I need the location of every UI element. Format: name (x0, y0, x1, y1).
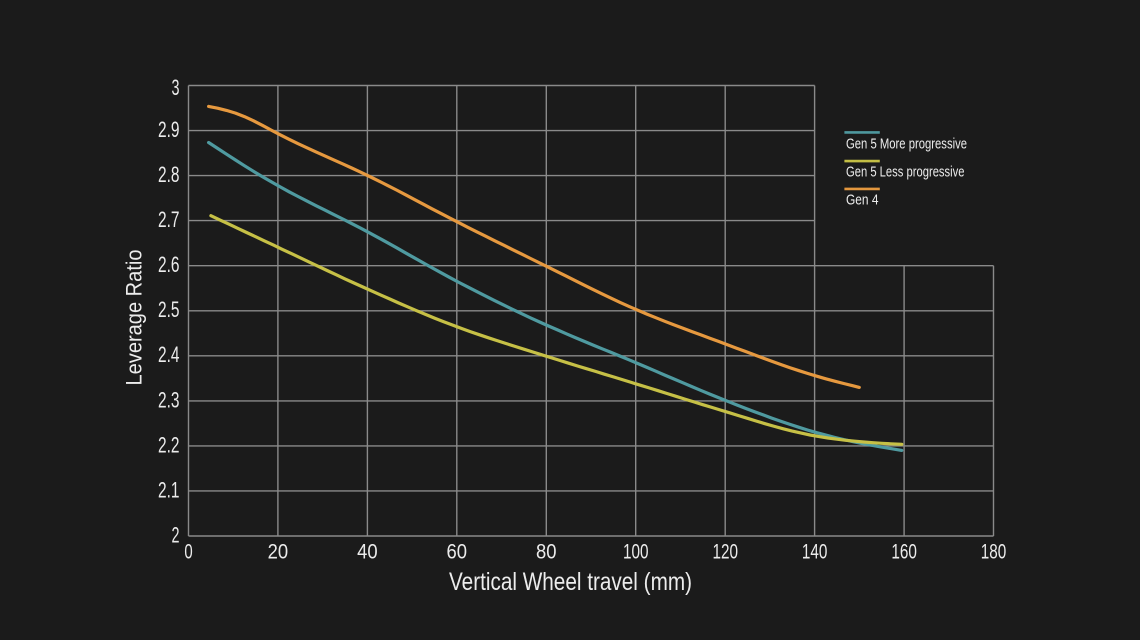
svg-text:140: 140 (802, 540, 828, 564)
svg-text:2.4: 2.4 (158, 342, 180, 367)
svg-text:40: 40 (357, 540, 378, 564)
svg-text:Leverage Ratio: Leverage Ratio (122, 250, 147, 386)
svg-text:3: 3 (172, 75, 180, 100)
svg-text:Gen 5 More progressive: Gen 5 More progressive (846, 136, 967, 153)
svg-text:60: 60 (447, 540, 468, 564)
svg-text:2.7: 2.7 (158, 207, 180, 232)
svg-text:Gen 5 Less progressive: Gen 5 Less progressive (846, 164, 965, 181)
svg-text:2.1: 2.1 (158, 477, 180, 502)
svg-text:2.9: 2.9 (158, 117, 180, 142)
svg-text:2.3: 2.3 (158, 387, 180, 412)
svg-text:Gen 4: Gen 4 (846, 191, 879, 208)
svg-text:2.6: 2.6 (158, 252, 180, 277)
svg-text:2.8: 2.8 (158, 162, 180, 187)
svg-text:80: 80 (536, 540, 557, 564)
svg-text:20: 20 (268, 540, 289, 564)
svg-text:0: 0 (184, 540, 192, 564)
svg-text:Vertical Wheel travel (mm): Vertical Wheel travel (mm) (449, 569, 692, 596)
svg-text:100: 100 (623, 540, 649, 564)
svg-text:2: 2 (172, 522, 180, 547)
svg-text:160: 160 (891, 540, 917, 564)
svg-text:2.5: 2.5 (158, 297, 180, 322)
svg-text:180: 180 (981, 540, 1007, 564)
svg-text:2.2: 2.2 (158, 432, 180, 457)
svg-text:120: 120 (712, 540, 738, 564)
